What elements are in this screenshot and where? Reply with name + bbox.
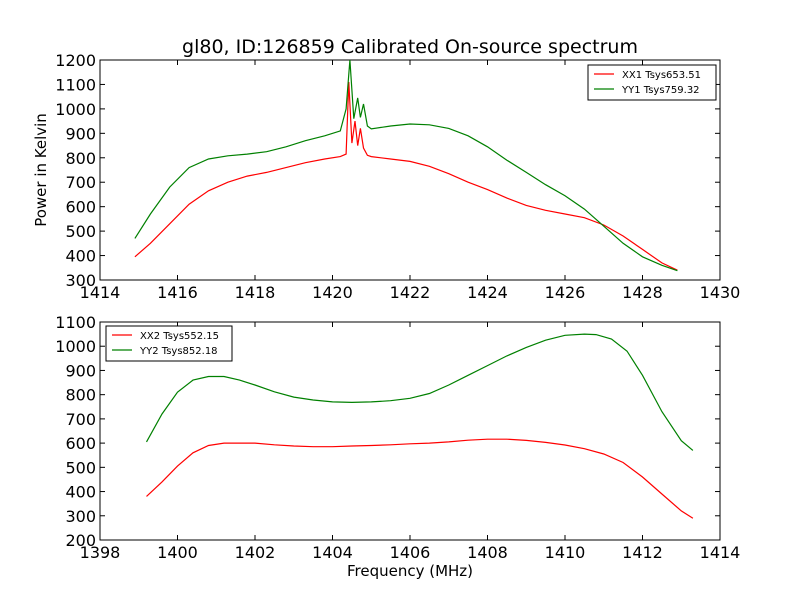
x-tick-label: 1430: [700, 283, 741, 302]
lower-panel: 1398 1400 1402 1404 1406 1408 1410 1412 1414 200 3…: [55, 313, 740, 562]
x-tick-label: 1408: [467, 543, 508, 562]
y-tick-label: 400: [65, 247, 96, 266]
y-tick-label: 800: [65, 386, 96, 405]
x-tick-label: 1414: [80, 283, 121, 302]
y-tick-label: 700: [65, 410, 96, 429]
y-tick-label: 500: [65, 222, 96, 241]
series-line-1: [146, 438, 694, 519]
x-tick-label: 1426: [545, 283, 586, 302]
x-tick-label: 1424: [467, 283, 508, 302]
x-tick-label: 1402: [235, 543, 276, 562]
series-line-1: [134, 81, 678, 271]
x-tick-label: 1398: [80, 543, 121, 562]
y-tick-label: 300: [65, 271, 96, 290]
x-tick-label: 1418: [235, 283, 276, 302]
x-tick-label: 1420: [312, 283, 353, 302]
legend-box: [105, 325, 233, 362]
x-tick-label: 1422: [390, 283, 431, 302]
x-tick-label: 1412: [622, 543, 663, 562]
y-tick-label: 1200: [55, 51, 96, 70]
legend-entry: XX2 Tsys552.15: [140, 331, 219, 342]
x-tick-label: 1406: [390, 543, 431, 562]
legend-entry: XX1 Tsys653.51: [622, 70, 701, 81]
y-tick-label: 300: [65, 507, 96, 526]
chart-title: gl80, ID:126859 Calibrated On-source spe…: [182, 36, 638, 58]
y-axis-label: Power in Kelvin: [32, 113, 50, 227]
y-tick-label: 1000: [55, 100, 96, 119]
upper-panel: 1414 1416 1418 1420 1422 1424 1426 1428 1430 300 4…: [55, 51, 740, 302]
x-tick-label: 1414: [700, 543, 741, 562]
y-tick-label: 700: [65, 173, 96, 192]
y-tick-label: 1100: [55, 313, 96, 332]
x-tick-label: 1400: [157, 543, 198, 562]
legend-entry: YY2 Tsys852.18: [139, 346, 218, 357]
y-tick-label: 1000: [55, 337, 96, 356]
y-tick-label: 500: [65, 458, 96, 477]
y-tick-label: 200: [65, 531, 96, 550]
x-tick-label: 1416: [157, 283, 198, 302]
y-tick-label: 400: [65, 483, 96, 502]
y-tick-label: 600: [65, 198, 96, 217]
y-tick-label: 900: [65, 124, 96, 143]
x-axis-label: Frequency (MHz): [347, 562, 473, 580]
x-tick-label: 1404: [312, 543, 353, 562]
x-tick-label: 1428: [622, 283, 663, 302]
series-line-2: [134, 59, 678, 272]
x-tick-label: 1410: [545, 543, 586, 562]
legend: XX1 Tsys653.51 YY1 Tsys759.32: [587, 64, 717, 101]
series-line-2: [145, 333, 694, 451]
legend-box: [587, 64, 717, 101]
y-tick-label: 800: [65, 149, 96, 168]
y-tick-label: 600: [65, 434, 96, 453]
legend: XX2 Tsys552.15 YY2 Tsys852.18: [105, 325, 233, 362]
y-tick-label: 1100: [55, 75, 96, 94]
legend-entry: YY1 Tsys759.32: [621, 85, 700, 96]
y-tick-label: 900: [65, 361, 96, 380]
